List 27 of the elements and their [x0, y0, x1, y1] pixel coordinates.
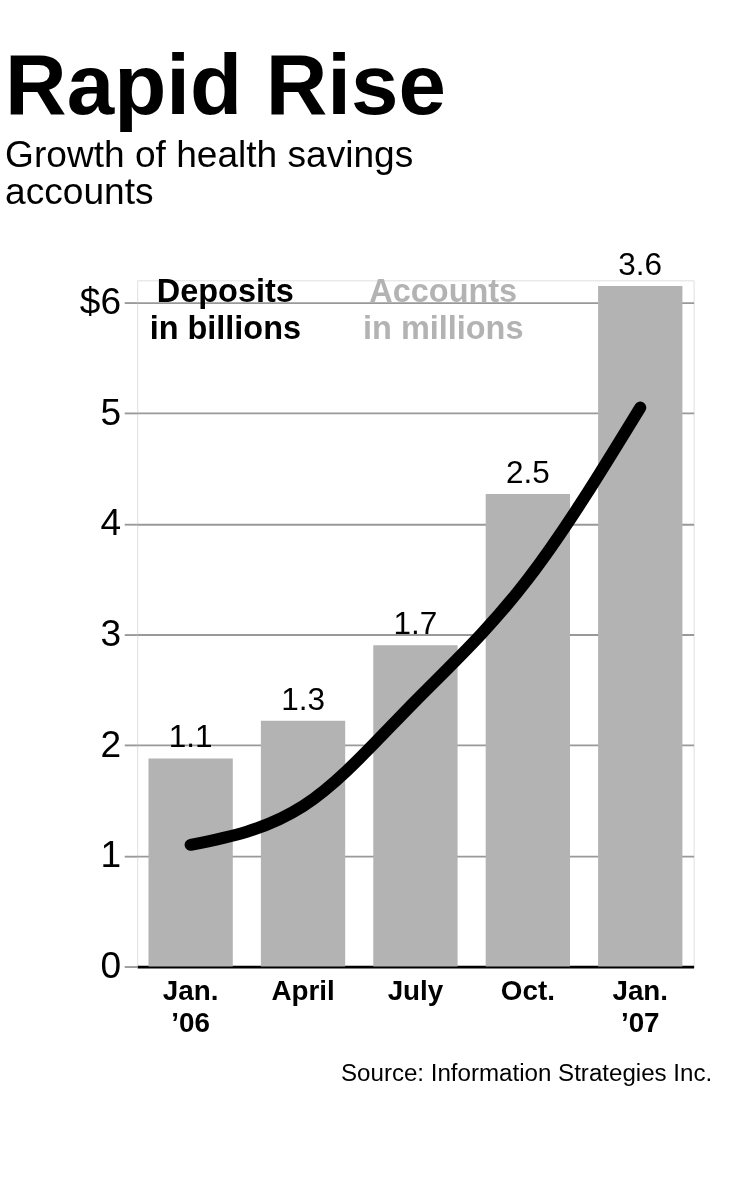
text: Deposits in billions [149, 272, 302, 346]
chart-title: Rapid Rise [5, 37, 446, 133]
chart-subtitle: Growth of health savings accounts [5, 133, 414, 213]
data-label: 1.7 [393, 605, 438, 642]
x-tick-label: Jan. ’07 [612, 975, 669, 1038]
data-label: 1.1 [168, 718, 213, 755]
x-tick-label: July [387, 975, 444, 1007]
y-tick-label: 5 [100, 390, 122, 433]
y-tick-label: 0 [100, 944, 122, 987]
bar [148, 758, 233, 967]
y-tick-label: $6 [79, 280, 122, 323]
x-tick-label: April [271, 975, 335, 1007]
bar [485, 493, 570, 967]
y-tick-label: 4 [100, 501, 122, 544]
y-tick-label: 3 [100, 612, 122, 655]
data-label: 1.3 [281, 680, 325, 717]
data-label: 2.5 [505, 453, 550, 490]
y-tick-label: 2 [100, 722, 122, 765]
x-tick-label: Jan. ’06 [162, 975, 219, 1038]
y-tick-label: 1 [100, 833, 122, 876]
bar [260, 720, 346, 967]
data-label: 3.6 [618, 245, 663, 282]
bar [373, 645, 458, 967]
text: Accounts in millions [363, 272, 524, 346]
source-note: Source: Information Strategies Inc. [340, 1058, 713, 1086]
bar [598, 286, 683, 967]
x-tick-label: Oct. [500, 975, 555, 1007]
